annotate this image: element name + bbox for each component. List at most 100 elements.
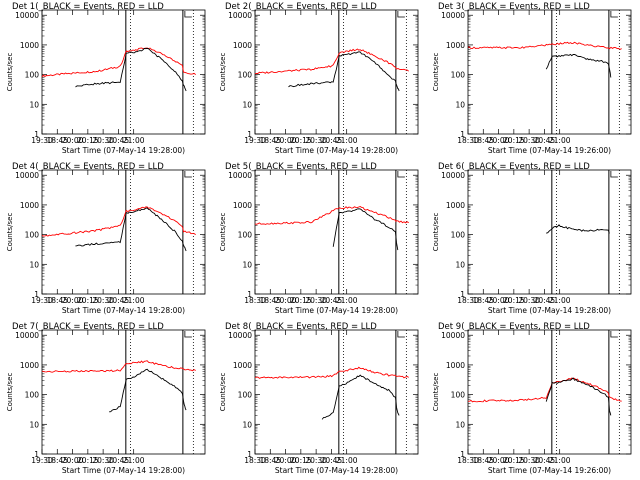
y-tick-label: 10000 bbox=[441, 11, 465, 20]
x-tick-label: 20:30 bbox=[518, 296, 540, 305]
chart-panel-2: Det 2(_BLACK = Events, RED = LLD 1 10 100 10… bbox=[219, 2, 419, 155]
x-tick-label: 20:30 bbox=[518, 456, 540, 465]
y-tick-label: 100 bbox=[25, 231, 40, 240]
y-tick-label: 10 bbox=[29, 100, 39, 109]
x-tick-label: 18:45 bbox=[472, 456, 494, 465]
y-tick-label: 1000 bbox=[446, 201, 465, 210]
chart-panel-5: Det 5(_BLACK = Events, RED = LLD 1 10 100 10… bbox=[219, 162, 419, 315]
y-tick-label: 1000 bbox=[233, 201, 252, 210]
x-tick-label: 20:45 bbox=[534, 456, 556, 465]
x-axis-label: Start Time (07-May-14 19:28:00) bbox=[62, 466, 185, 475]
y-axis-label: Counts/sec bbox=[432, 213, 440, 252]
x-tick-label: 20:30 bbox=[92, 456, 114, 465]
x-tick-label: 20:15 bbox=[290, 296, 312, 305]
x-tick-label: 21:00 bbox=[336, 296, 358, 305]
y-tick-label: 100 bbox=[25, 71, 40, 80]
y-tick-label: 10 bbox=[242, 100, 252, 109]
x-tick-label: 19:30 bbox=[244, 136, 266, 145]
y-tick-label: 10000 bbox=[15, 171, 39, 180]
series-line bbox=[254, 48, 409, 75]
x-tick-label: 21:00 bbox=[123, 296, 145, 305]
series-line bbox=[467, 41, 622, 50]
chart-title: Det 2(_BLACK = Events, RED = LLD bbox=[225, 2, 377, 12]
y-tick-label: 1 bbox=[34, 290, 39, 299]
chart-title: Det 7(_BLACK = Events, RED = LLD bbox=[12, 322, 164, 332]
x-tick-label: 20:45 bbox=[108, 296, 130, 305]
y-tick-label: 10 bbox=[455, 420, 465, 429]
y-tick-label: 1 bbox=[34, 450, 39, 459]
bracket-mark bbox=[184, 11, 192, 18]
x-tick-label: 20:15 bbox=[503, 296, 525, 305]
x-tick-label: 20:00 bbox=[275, 296, 297, 305]
x-tick-label: 18:45 bbox=[259, 456, 281, 465]
y-tick-label: 1 bbox=[34, 130, 39, 139]
y-axis-label: Counts/sec bbox=[6, 373, 14, 412]
series-line bbox=[109, 368, 187, 413]
x-tick-label: 20:00 bbox=[488, 456, 510, 465]
x-tick-label: 18:45 bbox=[259, 296, 281, 305]
series-line bbox=[75, 207, 187, 252]
x-tick-label: 19:30 bbox=[31, 296, 53, 305]
x-tick-label: 20:15 bbox=[77, 296, 99, 305]
y-axis-label: Counts/sec bbox=[219, 373, 227, 412]
x-tick-label: 19:30 bbox=[31, 136, 53, 145]
y-tick-label: 10 bbox=[242, 420, 252, 429]
y-tick-label: 10000 bbox=[228, 11, 252, 20]
chart-title: Det 5(_BLACK = Events, RED = LLD bbox=[225, 162, 377, 172]
x-tick-label: 20:30 bbox=[518, 136, 540, 145]
bracket-mark bbox=[397, 11, 405, 18]
x-tick-label: 18:30 bbox=[457, 296, 479, 305]
x-tick-label: 21:00 bbox=[549, 136, 571, 145]
x-axis-label: Start Time (07-May-14 19:26:00) bbox=[488, 466, 611, 475]
x-tick-label: 20:15 bbox=[290, 136, 312, 145]
plot-frame bbox=[41, 329, 206, 455]
x-tick-label: 20:30 bbox=[92, 136, 114, 145]
x-tick-label: 20:45 bbox=[321, 296, 343, 305]
chart-panel-1: Det 1(_BLACK = Events, RED = LLD 1 10 100 10… bbox=[6, 2, 206, 155]
series-line bbox=[254, 366, 409, 379]
plot-frame bbox=[467, 169, 632, 295]
chart-panel-3: Det 3(_BLACK = Events, RED = LLD 1 10 100 10… bbox=[432, 2, 632, 155]
x-tick-label: 20:45 bbox=[534, 296, 556, 305]
y-tick-label: 1 bbox=[460, 450, 465, 459]
chart-panel-4: Det 4(_BLACK = Events, RED = LLD 1 10 100 10… bbox=[6, 162, 206, 315]
y-tick-label: 10 bbox=[29, 260, 39, 269]
x-tick-label: 21:00 bbox=[336, 456, 358, 465]
plot-frame bbox=[467, 329, 632, 455]
y-tick-label: 100 bbox=[238, 231, 253, 240]
plot-frame bbox=[254, 169, 419, 295]
y-tick-label: 1000 bbox=[446, 361, 465, 370]
series-line bbox=[545, 53, 612, 78]
y-axis-label: Counts/sec bbox=[432, 373, 440, 412]
x-tick-label: 19:30 bbox=[31, 456, 53, 465]
chart-title: Det 8(_BLACK = Events, RED = LLD bbox=[225, 322, 377, 332]
y-axis-label: Counts/sec bbox=[432, 53, 440, 92]
bracket-mark bbox=[397, 171, 405, 178]
x-tick-label: 18:30 bbox=[244, 456, 266, 465]
x-tick-label: 20:00 bbox=[62, 456, 84, 465]
chart-panel-8: Det 8(_BLACK = Events, RED = LLD 1 10 100 10… bbox=[219, 322, 419, 475]
y-tick-label: 10000 bbox=[441, 331, 465, 340]
series-line bbox=[41, 206, 196, 237]
y-tick-label: 100 bbox=[238, 71, 253, 80]
y-tick-label: 1 bbox=[460, 130, 465, 139]
x-tick-label: 20:45 bbox=[108, 456, 130, 465]
y-tick-label: 1000 bbox=[233, 361, 252, 370]
y-tick-label: 100 bbox=[451, 71, 466, 80]
bracket-mark bbox=[610, 331, 618, 338]
y-tick-label: 100 bbox=[451, 391, 466, 400]
y-tick-label: 10 bbox=[29, 420, 39, 429]
y-axis-label: Counts/sec bbox=[6, 213, 14, 252]
y-tick-label: 1000 bbox=[233, 41, 252, 50]
x-tick-label: 20:00 bbox=[488, 296, 510, 305]
y-tick-label: 1000 bbox=[20, 201, 39, 210]
y-tick-label: 10000 bbox=[441, 171, 465, 180]
x-tick-label: 21:00 bbox=[123, 136, 145, 145]
series-line bbox=[332, 208, 399, 251]
series-line bbox=[467, 377, 622, 403]
x-axis-label: Start Time (07-May-14 19:28:00) bbox=[62, 306, 185, 315]
x-tick-label: 18:45 bbox=[472, 136, 494, 145]
bracket-mark bbox=[610, 171, 618, 178]
chart-title: Det 1(_BLACK = Events, RED = LLD bbox=[12, 2, 164, 12]
